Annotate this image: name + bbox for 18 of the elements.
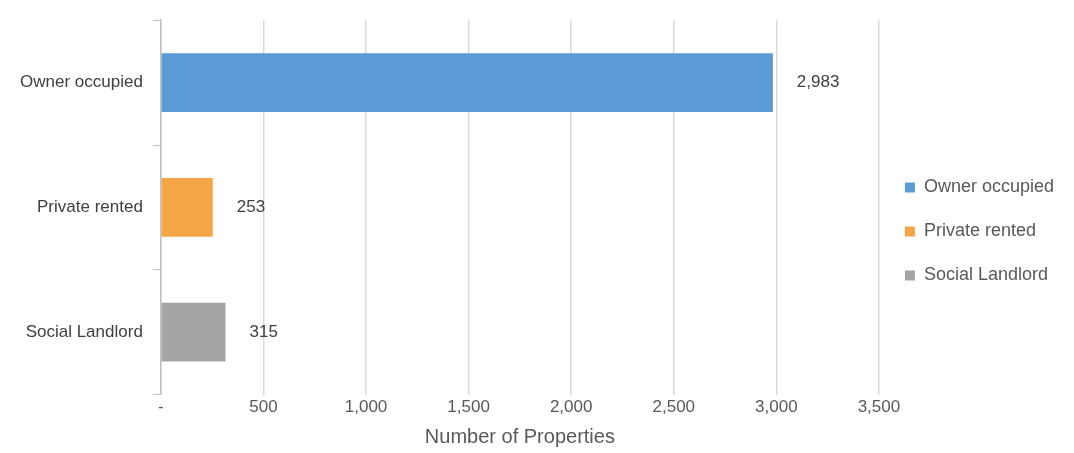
data-label: 315: [249, 321, 278, 341]
y-tick-label: Private rented: [37, 197, 143, 217]
x-tick-label: 1,000: [344, 397, 388, 417]
x-tick-label: 1,500: [447, 397, 490, 417]
x-tick-label: 2,500: [652, 397, 696, 417]
legend-label: Private rented: [923, 220, 1036, 241]
legend-label: Owner occupied: [923, 176, 1055, 197]
x-tick-label: 3,500: [857, 397, 901, 417]
x-tick-label: -: [158, 397, 164, 417]
data-label: 253: [236, 197, 266, 217]
x-tick-label: 2,000: [549, 397, 593, 417]
x-tick-label: 500: [249, 397, 278, 417]
data-label: 2,983: [796, 72, 840, 92]
legend-label: Social Landlord: [923, 264, 1049, 285]
x-axis-title: Number of Properties: [424, 424, 615, 447]
y-tick-label: Owner occupied: [20, 72, 143, 92]
x-tick-label: 3,000: [755, 397, 798, 417]
y-tick-label: Social Landlord: [25, 321, 143, 341]
